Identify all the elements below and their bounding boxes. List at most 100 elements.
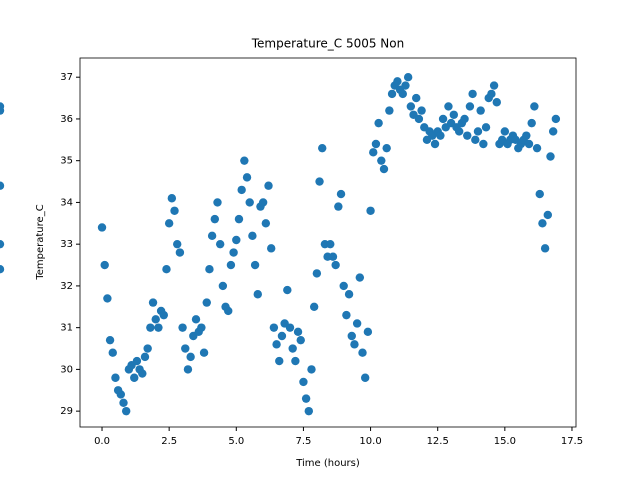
data-point [481, 123, 491, 132]
data-point [269, 323, 279, 332]
data-point [202, 298, 211, 307]
data-point [339, 281, 348, 291]
data-point [334, 202, 343, 211]
data-point [436, 131, 445, 140]
data-point [468, 89, 477, 99]
y-tick-label: 32 [60, 281, 73, 292]
data-point [296, 335, 305, 345]
data-point [183, 365, 193, 374]
data-point [293, 327, 303, 337]
data-point [167, 194, 177, 203]
data-point [369, 148, 378, 157]
data-point [479, 139, 488, 149]
data-point [471, 135, 480, 145]
data-point [116, 390, 126, 399]
x-tick-label: 0.0 [94, 436, 110, 447]
data-point [438, 114, 448, 124]
data-point [465, 102, 475, 111]
data-point [414, 114, 424, 124]
data-point [207, 231, 217, 241]
data-point [530, 102, 539, 111]
data-point [398, 89, 407, 99]
data-point [100, 260, 109, 270]
data-point [0, 181, 5, 190]
data-point [393, 77, 402, 86]
data-point [143, 344, 152, 353]
data-point [242, 173, 252, 182]
data-point [532, 143, 542, 153]
data-point [261, 219, 271, 228]
data-point [331, 260, 340, 270]
data-point [374, 118, 383, 128]
data-point [159, 310, 168, 320]
chart-title: Temperature_C 5005 Non [251, 37, 404, 51]
data-point [226, 260, 236, 270]
data-point [229, 248, 238, 257]
data-point [363, 327, 373, 337]
data-point [312, 269, 322, 278]
data-point [119, 398, 128, 407]
data-point [132, 356, 142, 366]
data-point [138, 369, 147, 378]
data-point [151, 315, 160, 324]
data-point [403, 73, 413, 82]
x-tick-label: 17.5 [561, 436, 583, 447]
data-point [232, 235, 241, 245]
data-point [366, 206, 375, 215]
data-point [164, 219, 174, 228]
data-point [148, 298, 158, 307]
data-point [275, 356, 284, 366]
data-point [248, 231, 257, 241]
data-point [546, 152, 555, 161]
data-point [527, 118, 536, 128]
data-point [97, 223, 107, 232]
data-point [412, 93, 421, 103]
data-point [105, 335, 115, 345]
data-point [489, 81, 499, 90]
data-point [178, 323, 187, 332]
data-point [449, 110, 459, 119]
data-point [492, 98, 501, 107]
data-point [277, 331, 287, 341]
data-point [272, 340, 281, 349]
data-point [191, 315, 201, 324]
data-point [500, 127, 510, 136]
data-point [162, 265, 171, 274]
data-point [218, 281, 228, 291]
data-point [154, 323, 163, 332]
data-point [173, 239, 182, 249]
data-point [301, 394, 311, 403]
data-point [344, 290, 354, 299]
data-point [146, 323, 155, 332]
y-tick-label: 33 [60, 239, 73, 250]
data-point [379, 164, 389, 174]
data-point [347, 331, 356, 341]
data-point [304, 406, 313, 416]
data-point [199, 348, 209, 357]
data-point [103, 294, 112, 303]
data-point [267, 244, 276, 253]
data-point [108, 348, 117, 357]
data-point [0, 102, 5, 111]
data-point [181, 344, 190, 353]
data-point [342, 310, 351, 320]
data-point [240, 156, 249, 165]
data-point [543, 210, 553, 220]
data-point [140, 352, 150, 362]
x-tick-label: 15.0 [494, 436, 516, 447]
data-point [540, 244, 550, 253]
x-tick-label: 10.0 [359, 436, 381, 447]
data-point [377, 156, 386, 165]
data-point [215, 239, 225, 249]
x-tick-label: 5.0 [228, 436, 244, 447]
data-point [170, 206, 179, 215]
data-point [417, 106, 426, 115]
data-point [175, 248, 185, 257]
data-point [352, 319, 362, 328]
data-point [522, 131, 531, 140]
data-point [371, 139, 381, 149]
y-tick-label: 34 [60, 197, 73, 208]
y-tick-label: 35 [60, 156, 73, 167]
